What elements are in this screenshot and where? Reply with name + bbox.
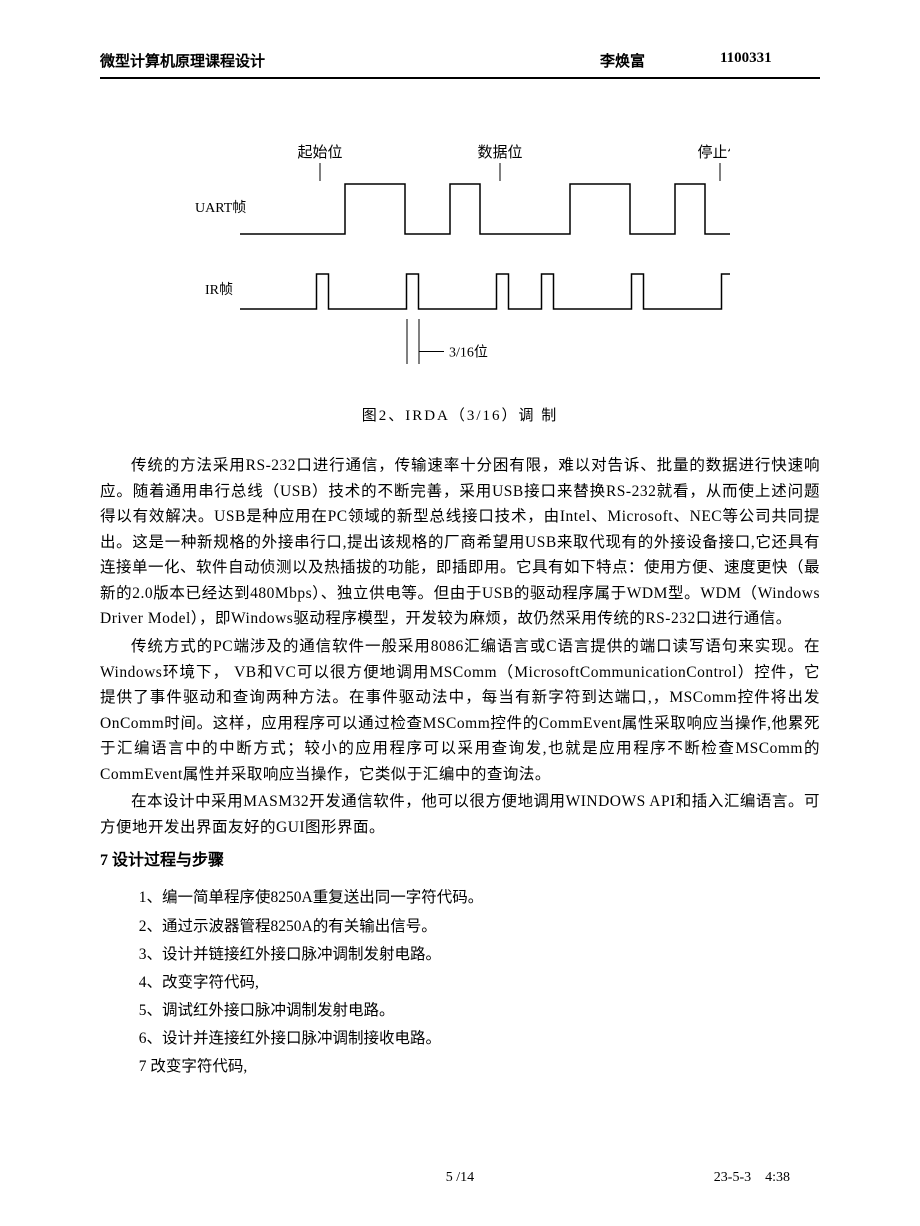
steps-list: 1、编一简单程序使8250A重复送出同一字符代码。2、通过示波器管程8250A的… [100,884,820,1080]
step-item: 5、调试红外接口脉冲调制发射电路。 [139,997,820,1024]
svg-text:起始位: 起始位 [297,144,342,161]
step-item: 2、通过示波器管程8250A的有关输出信号。 [139,913,820,940]
header-id: 1100331 [720,50,820,71]
paragraph: 在本设计中采用MASM32开发通信软件，他可以很方便地调用WINDOWS API… [100,789,820,840]
step-item: 1、编一简单程序使8250A重复送出同一字符代码。 [139,884,820,911]
section-title: 7 设计过程与步骤 [100,846,820,870]
irda-diagram: 起始位 数据位 停止位 UART帧 IR帧 3/16位 [190,139,730,384]
footer-spacer [130,1170,350,1186]
page-header: 微型计算机原理课程设计 李焕富 1100331 [100,50,820,79]
step-item: 4、改变字符代码, [139,969,820,996]
svg-text:UART帧: UART帧 [195,200,246,216]
paragraph: 传统方式的PC端涉及的通信软件一般采用8086汇编语言或C语言提供的端口读写语句… [100,634,820,787]
page-footer: 5 /14 23-5-3 4:38 [100,1170,820,1186]
footer-page: 5 /14 [350,1170,570,1186]
svg-text:停止位: 停止位 [697,144,730,161]
svg-text:IR帧: IR帧 [205,282,233,298]
step-item: 6、设计并连接红外接口脉冲调制接收电路。 [139,1025,820,1052]
paragraph: 传统的方法采用RS-232口进行通信，传输速率十分困有限，难以对告诉、批量的数据… [100,453,820,632]
footer-datetime: 23-5-3 4:38 [570,1170,790,1186]
header-course: 微型计算机原理课程设计 [100,50,600,71]
header-author: 李焕富 [600,50,720,71]
step-item: 3、设计并链接红外接口脉冲调制发射电路。 [139,941,820,968]
svg-text:3/16位: 3/16位 [449,345,488,361]
body-text: 传统的方法采用RS-232口进行通信，传输速率十分困有限，难以对告诉、批量的数据… [100,453,820,840]
diagram-caption: 图2、IRDA（3/16）调 制 [100,404,820,425]
step-item: 7 改变字符代码, [139,1053,820,1080]
svg-text:数据位: 数据位 [477,144,522,161]
